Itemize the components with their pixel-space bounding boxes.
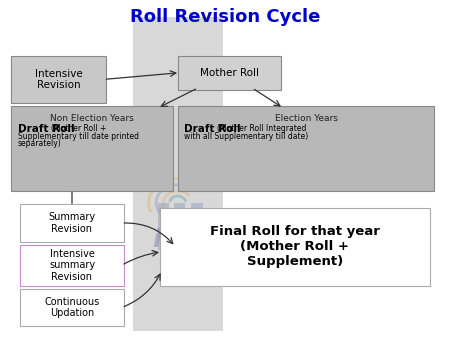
Text: Intensive
summary
Revision: Intensive summary Revision: [49, 249, 95, 282]
Text: iiide: iiide: [152, 228, 212, 252]
FancyBboxPatch shape: [20, 289, 124, 326]
Text: Draft Roll: Draft Roll: [18, 124, 78, 135]
FancyBboxPatch shape: [178, 106, 434, 191]
FancyBboxPatch shape: [160, 208, 430, 286]
FancyBboxPatch shape: [174, 203, 185, 250]
FancyBboxPatch shape: [191, 203, 202, 250]
Text: separately): separately): [18, 139, 62, 148]
Text: (Mother Roll Integrated: (Mother Roll Integrated: [217, 124, 307, 134]
Text: Intensive
Revision: Intensive Revision: [35, 69, 82, 90]
Text: Supplementary till date printed: Supplementary till date printed: [18, 132, 139, 141]
Text: Election Years: Election Years: [274, 114, 338, 123]
Text: Draft Roll: Draft Roll: [184, 124, 245, 135]
FancyBboxPatch shape: [20, 245, 124, 286]
FancyBboxPatch shape: [11, 106, 173, 191]
FancyBboxPatch shape: [178, 56, 281, 90]
FancyBboxPatch shape: [158, 203, 169, 250]
FancyBboxPatch shape: [20, 204, 124, 242]
FancyBboxPatch shape: [133, 17, 223, 331]
Text: Summary
Revision: Summary Revision: [49, 212, 95, 234]
Text: Continuous
Updation: Continuous Updation: [45, 297, 99, 318]
FancyBboxPatch shape: [11, 56, 106, 103]
Text: Roll Revision Cycle: Roll Revision Cycle: [130, 8, 320, 26]
Text: with all Supplementary till date): with all Supplementary till date): [184, 132, 309, 141]
Text: Non Election Years: Non Election Years: [50, 114, 134, 123]
Text: Mother Roll: Mother Roll: [200, 68, 259, 78]
Text: (Mother Roll +: (Mother Roll +: [51, 124, 106, 134]
Text: Final Roll for that year
(Mother Roll +
Supplement): Final Roll for that year (Mother Roll + …: [210, 225, 380, 268]
